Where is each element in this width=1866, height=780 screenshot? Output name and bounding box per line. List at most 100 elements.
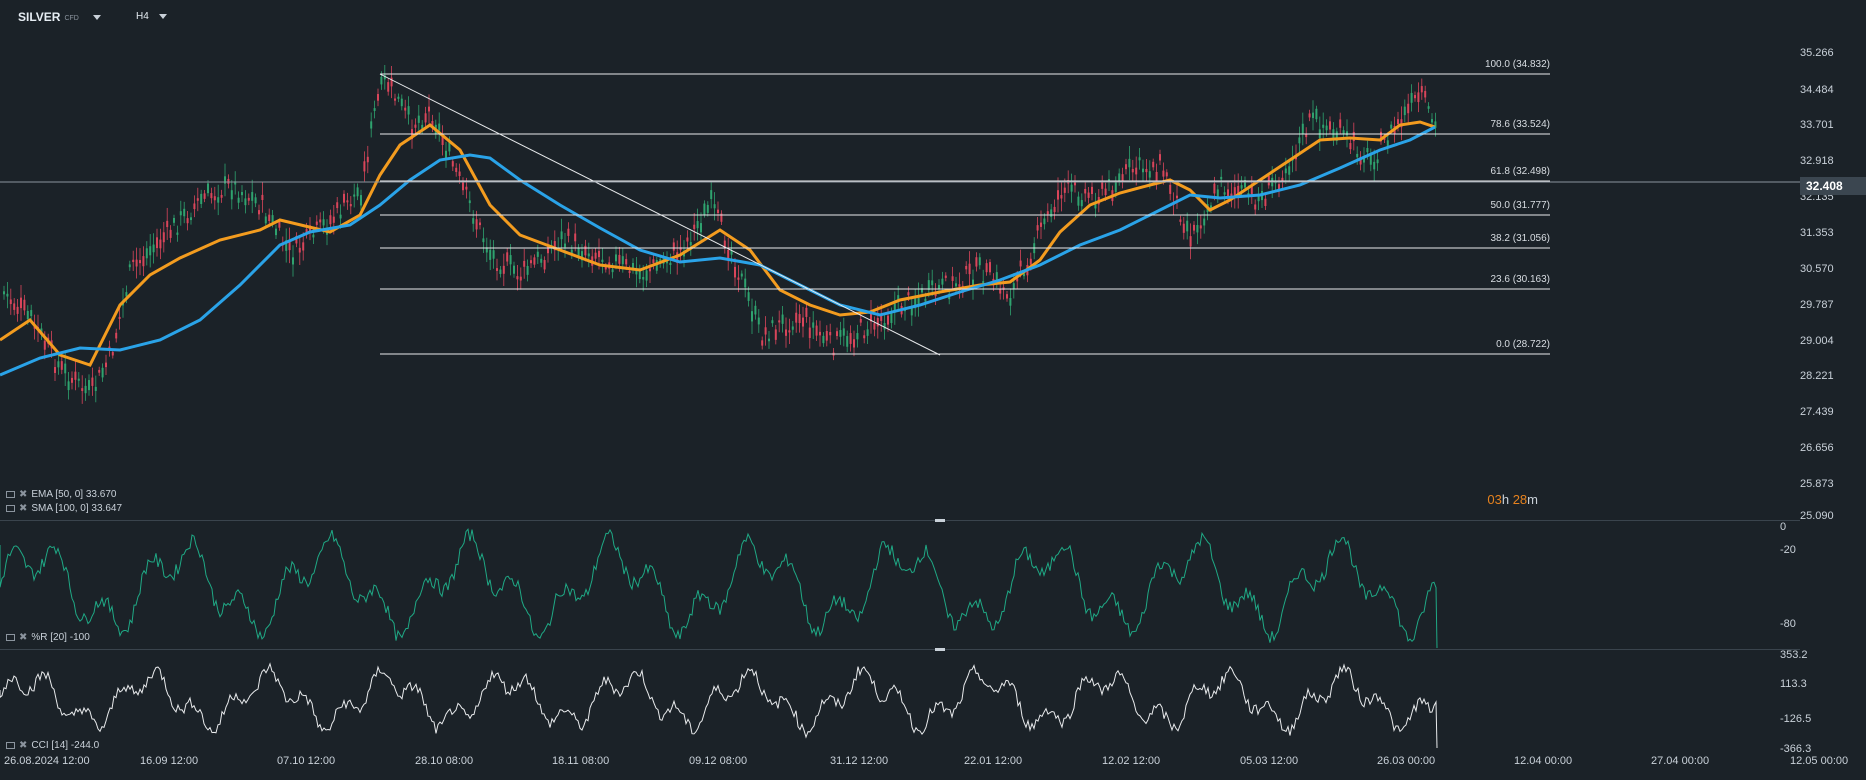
candle-body bbox=[20, 297, 22, 309]
candle-body bbox=[723, 240, 726, 249]
price-tick: 30.570 bbox=[1800, 263, 1834, 275]
candle-body bbox=[727, 249, 730, 259]
candle-body bbox=[496, 268, 498, 271]
close-icon[interactable]: ✖ bbox=[19, 503, 28, 514]
candle-body bbox=[71, 377, 73, 383]
candle-body bbox=[1186, 220, 1189, 232]
candle-body bbox=[268, 214, 271, 222]
candle-body bbox=[349, 204, 352, 207]
candle-body bbox=[560, 231, 563, 240]
candle-body bbox=[210, 193, 213, 199]
candle-body bbox=[1284, 168, 1287, 174]
candle-body bbox=[1131, 168, 1134, 173]
candle-body bbox=[1339, 119, 1342, 128]
candle-body bbox=[91, 377, 94, 386]
candle-body bbox=[785, 329, 787, 336]
candle-body bbox=[105, 362, 107, 368]
price-tick: 25.873 bbox=[1800, 478, 1834, 490]
candle-body bbox=[989, 262, 991, 273]
cci-axis-tick: -366.3 bbox=[1780, 743, 1812, 755]
candle-body bbox=[356, 187, 359, 197]
candle-body bbox=[754, 305, 757, 315]
visibility-icon[interactable] bbox=[6, 742, 15, 749]
candle-body bbox=[829, 331, 832, 336]
pane-divider[interactable] bbox=[0, 520, 1800, 521]
cci-legend[interactable]: ✖ CCI [14] -244.0 bbox=[6, 740, 99, 751]
pane-divider[interactable] bbox=[0, 649, 1800, 650]
timeframe-selector[interactable]: H4 bbox=[130, 9, 173, 24]
chevron-down-icon bbox=[158, 14, 167, 19]
candle-body bbox=[370, 121, 373, 129]
ema-legend[interactable]: ✖ EMA [50, 0] 33.670 bbox=[6, 489, 116, 500]
symbol-type: CFD bbox=[64, 15, 79, 22]
candle-body bbox=[1390, 124, 1393, 129]
candle-body bbox=[703, 203, 706, 215]
candle-body bbox=[1084, 188, 1087, 194]
price-tick: 28.221 bbox=[1800, 370, 1834, 382]
candle-body bbox=[1308, 113, 1311, 118]
candle-body bbox=[1148, 171, 1151, 178]
candle-body bbox=[1298, 137, 1301, 144]
candle-body bbox=[462, 182, 464, 191]
timer-minutes: 28 bbox=[1512, 492, 1528, 507]
candle-body bbox=[1094, 201, 1097, 209]
visibility-icon[interactable] bbox=[6, 491, 15, 498]
candle-body bbox=[183, 208, 186, 217]
chevron-down-icon bbox=[92, 14, 101, 20]
price-tick: 26.656 bbox=[1800, 442, 1834, 454]
candle-body bbox=[390, 77, 393, 87]
candle-body bbox=[999, 288, 1002, 294]
time-tick: 22.01 12:00 bbox=[964, 755, 1023, 767]
candle-body bbox=[523, 260, 526, 267]
candle-body bbox=[445, 150, 447, 159]
candle-body bbox=[693, 224, 696, 230]
candle-body bbox=[1420, 86, 1423, 93]
candle-body bbox=[921, 288, 923, 293]
close-icon[interactable]: ✖ bbox=[19, 489, 28, 500]
candle-body bbox=[88, 380, 90, 391]
candle-body bbox=[227, 178, 230, 184]
wr-legend[interactable]: ✖ %R [20] -100 bbox=[6, 632, 90, 643]
candle-body bbox=[893, 303, 896, 313]
candle-body bbox=[1244, 179, 1246, 188]
visibility-icon[interactable] bbox=[6, 634, 15, 641]
candle-body bbox=[513, 265, 515, 274]
candle-body bbox=[343, 193, 345, 203]
candle-body bbox=[1060, 195, 1063, 199]
candle-body bbox=[611, 269, 614, 273]
close-icon[interactable]: ✖ bbox=[19, 632, 28, 643]
candle-body bbox=[1220, 176, 1223, 180]
candle-body bbox=[1410, 92, 1413, 103]
pane-resize-handle[interactable] bbox=[935, 648, 945, 651]
candle-body bbox=[604, 266, 607, 270]
candle-body bbox=[666, 260, 668, 264]
candle-body bbox=[472, 218, 475, 224]
candle-body bbox=[1203, 218, 1206, 226]
pane-resize-handle[interactable] bbox=[935, 519, 945, 522]
fibonacci-retracement bbox=[380, 73, 1550, 355]
sma-legend[interactable]: ✖ SMA [100, 0] 33.647 bbox=[6, 503, 122, 514]
candle-body bbox=[1431, 119, 1433, 123]
candle-body bbox=[509, 255, 512, 265]
candle-body bbox=[156, 237, 158, 249]
candle-body bbox=[689, 242, 692, 246]
fib-level-label: 38.2 (31.056) bbox=[1490, 233, 1551, 244]
candle-body bbox=[1057, 190, 1059, 200]
candle-body bbox=[1288, 166, 1291, 175]
candle-body bbox=[1121, 174, 1124, 182]
candle-body bbox=[587, 253, 590, 257]
candle-body bbox=[1400, 119, 1403, 128]
close-icon[interactable]: ✖ bbox=[19, 740, 28, 751]
candle-body bbox=[842, 328, 845, 336]
candle-body bbox=[1373, 161, 1376, 170]
candle-body bbox=[128, 264, 131, 268]
candle-body bbox=[1216, 189, 1219, 199]
visibility-icon[interactable] bbox=[6, 505, 15, 512]
candle-body bbox=[1250, 185, 1253, 195]
symbol-selector[interactable]: SILVER CFD bbox=[18, 10, 101, 24]
candle-body bbox=[220, 194, 223, 198]
candle-body bbox=[1230, 193, 1233, 197]
candle-body bbox=[965, 265, 968, 270]
candle-body bbox=[655, 260, 658, 271]
